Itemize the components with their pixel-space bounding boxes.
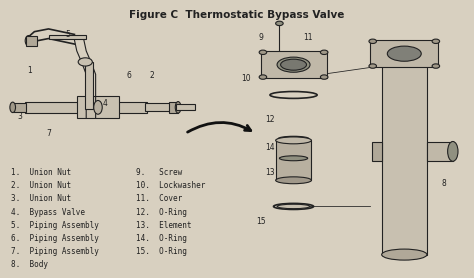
Text: 1: 1 [27,66,32,75]
Text: 7.  Piping Assembly: 7. Piping Assembly [11,247,99,256]
Ellipse shape [25,36,32,46]
FancyBboxPatch shape [261,51,327,78]
Text: 7: 7 [46,129,51,138]
Text: 13.  Element: 13. Element [136,221,191,230]
Text: Figure C  Thermostatic Bypass Valve: Figure C Thermostatic Bypass Valve [129,10,345,20]
Ellipse shape [382,249,427,260]
Ellipse shape [276,137,311,144]
Text: 14: 14 [265,143,275,152]
Text: 11: 11 [303,33,312,42]
Ellipse shape [281,59,307,70]
Ellipse shape [78,58,92,66]
Text: 2: 2 [150,71,155,80]
Ellipse shape [447,142,458,161]
Text: 10: 10 [242,74,251,83]
Ellipse shape [387,46,421,61]
FancyBboxPatch shape [27,36,36,46]
Text: 9: 9 [258,33,263,42]
FancyBboxPatch shape [276,140,311,180]
Text: 8: 8 [442,178,447,188]
FancyBboxPatch shape [77,96,119,118]
Text: 12.  O-Ring: 12. O-Ring [136,208,187,217]
Text: 6.  Piping Assembly: 6. Piping Assembly [11,234,99,243]
Text: 2.  Union Nut: 2. Union Nut [11,181,71,190]
FancyBboxPatch shape [370,40,438,68]
Text: 4.  Bypass Valve: 4. Bypass Valve [11,208,85,217]
Text: 1.  Union Nut: 1. Union Nut [11,168,71,177]
Ellipse shape [279,156,308,161]
Text: 13: 13 [265,168,275,177]
Circle shape [369,39,376,43]
FancyBboxPatch shape [48,35,86,39]
Text: 9.   Screw: 9. Screw [136,168,182,177]
Ellipse shape [276,177,311,184]
Text: 8.  Body: 8. Body [11,260,48,269]
Text: 15: 15 [256,217,265,226]
FancyBboxPatch shape [427,142,453,161]
Text: 3.  Union Nut: 3. Union Nut [11,194,71,203]
Text: 10.  Lockwasher: 10. Lockwasher [136,181,205,190]
Text: 15.  O-Ring: 15. O-Ring [136,247,187,256]
Circle shape [259,75,267,79]
Ellipse shape [94,100,102,114]
Circle shape [369,64,376,68]
Text: 5: 5 [65,30,70,39]
FancyBboxPatch shape [25,102,147,113]
Text: 6: 6 [126,71,131,80]
Circle shape [432,39,439,43]
FancyBboxPatch shape [145,103,173,111]
Text: 5.  Piping Assembly: 5. Piping Assembly [11,221,99,230]
Circle shape [320,50,328,54]
Circle shape [259,50,267,54]
FancyBboxPatch shape [85,62,93,109]
Ellipse shape [277,204,310,208]
Circle shape [320,75,328,79]
FancyBboxPatch shape [13,103,26,112]
FancyBboxPatch shape [372,142,382,161]
Ellipse shape [10,102,16,113]
Circle shape [276,21,283,26]
Text: 4: 4 [102,99,108,108]
Ellipse shape [175,101,181,113]
Text: 11.  Cover: 11. Cover [136,194,182,203]
FancyBboxPatch shape [169,102,178,113]
FancyBboxPatch shape [382,48,427,255]
Circle shape [432,64,439,68]
FancyBboxPatch shape [176,104,195,110]
Text: 12: 12 [265,115,275,124]
Text: 14.  O-Ring: 14. O-Ring [136,234,187,243]
Ellipse shape [277,57,310,72]
Text: 3: 3 [18,113,23,121]
